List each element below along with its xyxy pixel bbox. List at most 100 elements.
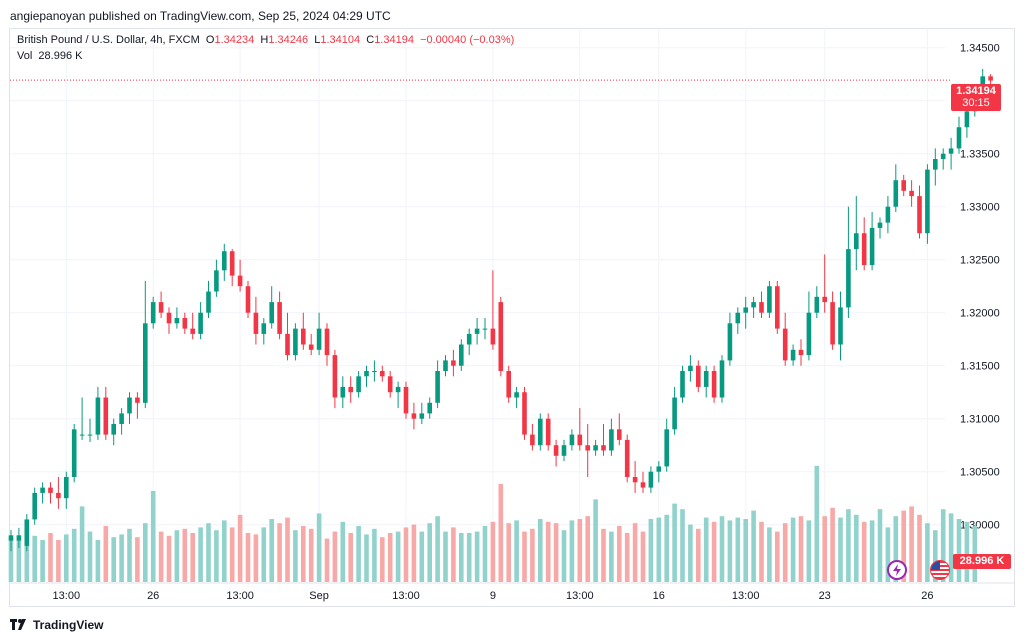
candle-body xyxy=(490,328,496,345)
volume-bar xyxy=(846,509,851,582)
y-tick-label: 1.31500 xyxy=(960,361,1000,373)
candle-body xyxy=(79,434,85,436)
volume-bar xyxy=(933,530,938,582)
volume-bar xyxy=(182,528,188,582)
volume-bar xyxy=(672,503,677,582)
candle-body xyxy=(830,302,835,345)
candle-body xyxy=(8,535,14,541)
candle-body xyxy=(617,429,622,440)
candle-body xyxy=(40,487,45,493)
volume-bar xyxy=(285,517,290,582)
ohlc-legend: British Pound / U.S. Dollar, 4h, FXCM O1… xyxy=(17,34,514,46)
volume-bar xyxy=(830,507,835,582)
volume-bar xyxy=(538,519,543,582)
volume-bar xyxy=(940,509,946,582)
volume-bar xyxy=(222,520,227,582)
close-label: C xyxy=(366,34,375,46)
candle-body xyxy=(790,349,796,361)
volume-bar xyxy=(71,528,77,582)
volume-bar xyxy=(711,521,717,582)
candle-body xyxy=(561,445,567,456)
x-tick-label: 13:00 xyxy=(566,590,594,602)
candle-body xyxy=(111,424,116,435)
candle-body xyxy=(190,328,195,334)
volume-bar xyxy=(443,531,448,582)
candle-body xyxy=(419,413,425,419)
volume-bar xyxy=(593,499,598,582)
volume-bar xyxy=(332,531,338,582)
volume-bar xyxy=(95,540,101,582)
brand-name[interactable]: TradingView xyxy=(33,618,104,632)
candle-body xyxy=(759,302,764,313)
candle-body xyxy=(451,360,456,366)
volume-bar xyxy=(925,523,930,582)
candle-body xyxy=(474,328,480,334)
candle-body xyxy=(237,275,243,287)
candle-body xyxy=(16,535,22,541)
volume-bar xyxy=(198,527,203,582)
volume-bar xyxy=(451,527,456,582)
y-tick-label: 1.33000 xyxy=(960,202,1000,214)
candle-body xyxy=(696,365,701,387)
volume-bar xyxy=(380,537,385,582)
candle-body xyxy=(569,434,575,446)
us-flag-icon[interactable] xyxy=(930,560,950,580)
volume-bar xyxy=(901,510,906,582)
candle-body xyxy=(530,434,535,446)
open-value: 1.34234 xyxy=(214,34,255,46)
candle-body xyxy=(940,153,946,160)
candle-body xyxy=(64,477,69,499)
candle-body xyxy=(143,323,148,403)
x-tick-label: 26 xyxy=(147,590,159,602)
candle-body xyxy=(24,519,30,546)
volume-bar xyxy=(308,528,314,582)
candle-body xyxy=(956,127,962,149)
volume-bar xyxy=(237,514,243,582)
candle-body xyxy=(585,445,590,451)
volume-bar xyxy=(814,465,820,582)
candle-body xyxy=(332,355,338,398)
candle-body xyxy=(632,477,638,483)
volume-bar xyxy=(111,537,116,582)
candle-body xyxy=(324,328,330,356)
candle-body xyxy=(482,328,488,330)
candle-body xyxy=(846,249,851,308)
candle-body xyxy=(150,302,156,324)
high-value: 1.34246 xyxy=(268,34,309,46)
volume-bar xyxy=(561,530,567,582)
candle-body xyxy=(206,291,211,313)
candle-body xyxy=(411,413,417,419)
candle-body xyxy=(87,434,93,436)
volume-legend: Vol 28.996 K xyxy=(17,50,82,62)
candle-body xyxy=(822,296,827,303)
candle-body xyxy=(751,302,756,308)
volume-bar xyxy=(577,519,583,582)
volume-bar xyxy=(719,516,725,582)
candle-body xyxy=(214,270,219,292)
volume-bar xyxy=(166,535,172,582)
lightning-icon[interactable] xyxy=(887,560,907,580)
chart-frame[interactable] xyxy=(9,28,1015,607)
candle-body xyxy=(245,286,251,313)
volume-bar xyxy=(782,523,788,582)
candle-body xyxy=(459,344,464,366)
volume-bar xyxy=(474,531,480,582)
candle-body xyxy=(727,323,733,361)
candle-body xyxy=(624,439,630,478)
volume-bar xyxy=(822,516,827,582)
volume-bar xyxy=(632,523,638,582)
volume-bar xyxy=(885,527,891,582)
volume-bar xyxy=(427,523,432,582)
symbol-name[interactable]: British Pound / U.S. Dollar, 4h, FXCM xyxy=(17,34,200,46)
candle-body xyxy=(119,413,124,425)
volume-bar xyxy=(798,516,804,582)
volume-bar xyxy=(24,527,30,582)
candle-body xyxy=(885,206,891,223)
high-label: H xyxy=(260,34,269,46)
volume-bar xyxy=(790,517,796,582)
change-value: −0.00040 (−0.03%) xyxy=(420,34,515,46)
volume-bar xyxy=(79,506,85,582)
candle-body xyxy=(514,392,519,398)
volume-bar xyxy=(411,524,417,582)
